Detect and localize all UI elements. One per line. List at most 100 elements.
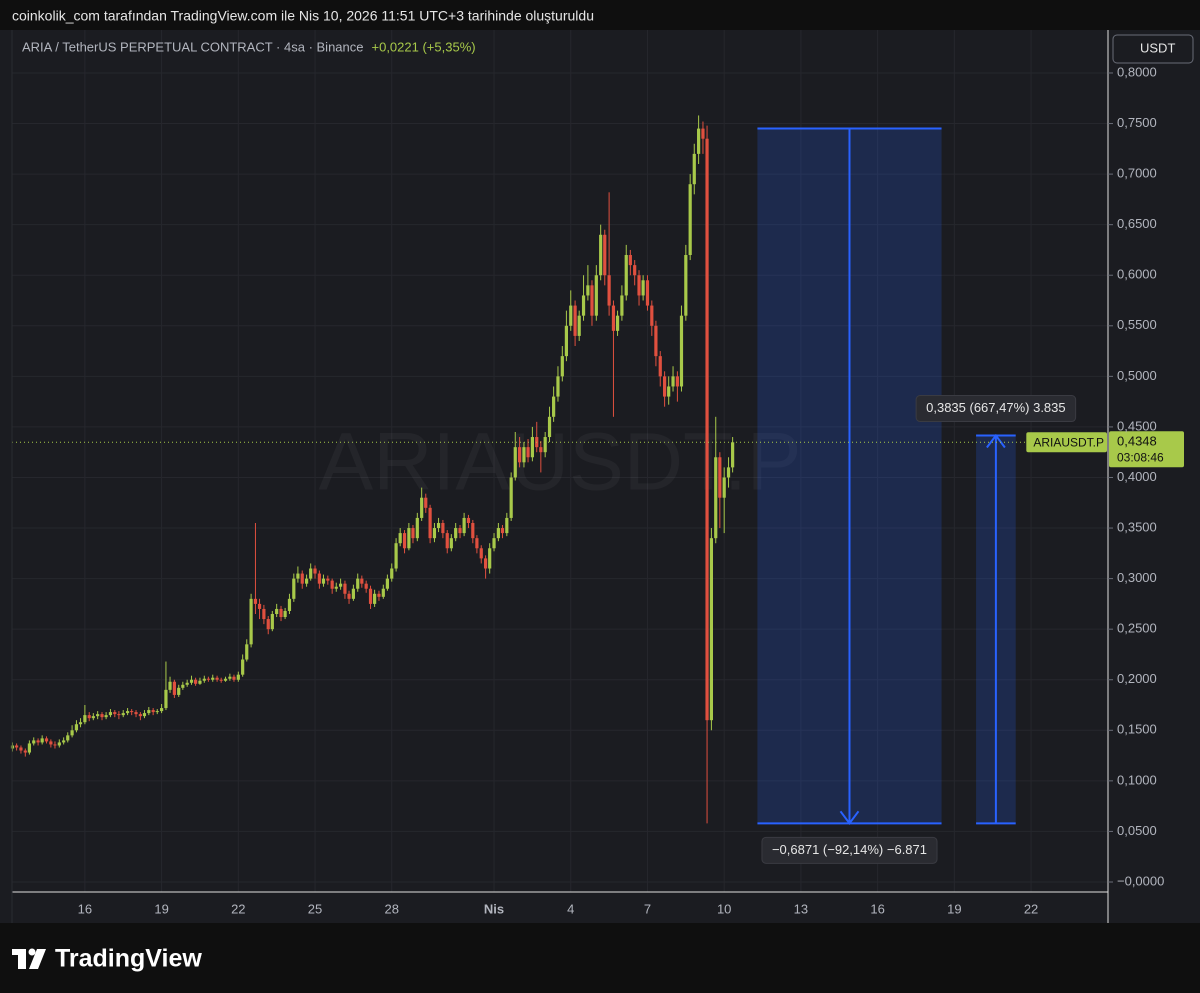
candle-body bbox=[462, 517, 466, 534]
candle-body bbox=[134, 712, 138, 715]
x-tick-label: 22 bbox=[231, 901, 245, 916]
candle-body bbox=[113, 712, 117, 715]
x-tick-label: 19 bbox=[947, 901, 961, 916]
x-tick-label: 22 bbox=[1024, 901, 1038, 916]
candle-body bbox=[249, 598, 253, 645]
candle-body bbox=[321, 578, 326, 584]
candle-body bbox=[100, 714, 104, 718]
candle-body bbox=[688, 184, 692, 256]
candle-body bbox=[262, 608, 266, 620]
candle-body bbox=[91, 716, 95, 719]
candle-body bbox=[292, 578, 296, 599]
candle-body bbox=[74, 724, 79, 731]
watermark: ARIAUSDT.P bbox=[319, 417, 802, 508]
candle-body bbox=[633, 265, 637, 276]
candle-body bbox=[458, 528, 462, 534]
candle-body bbox=[441, 522, 445, 534]
candle-body bbox=[177, 687, 181, 695]
candle-body bbox=[731, 442, 735, 468]
candle-body bbox=[637, 275, 641, 296]
candle-body bbox=[104, 715, 108, 718]
candle-body bbox=[573, 305, 577, 336]
y-tick-label: −0,0000 bbox=[1117, 873, 1164, 888]
currency[interactable]: USDT bbox=[1140, 40, 1175, 55]
candle-body bbox=[130, 711, 134, 713]
x-tick-label: 4 bbox=[567, 901, 574, 916]
candle-body bbox=[253, 598, 258, 604]
y-tick-label: 0,3000 bbox=[1117, 570, 1157, 585]
candle-body bbox=[360, 578, 364, 584]
candle-body bbox=[492, 538, 496, 549]
candle-body bbox=[351, 588, 355, 599]
candle-body bbox=[36, 740, 40, 743]
candle-body bbox=[334, 586, 338, 589]
candle-body bbox=[590, 285, 594, 316]
currency-box[interactable] bbox=[1112, 34, 1194, 64]
candle-body bbox=[108, 712, 113, 716]
candle-body bbox=[287, 598, 292, 611]
candle-body bbox=[692, 153, 696, 185]
y-tick-label: 0,7500 bbox=[1117, 115, 1157, 130]
candle-body bbox=[159, 708, 164, 712]
candle-body bbox=[270, 614, 274, 630]
candle-body bbox=[236, 674, 240, 680]
candle-body bbox=[500, 528, 505, 534]
measures: −0,6871 (−92,14%) −6.871 0,3835 (667,47%)… bbox=[757, 127, 1077, 864]
candle-body bbox=[151, 710, 155, 713]
y-tick-label: 0,6000 bbox=[1117, 267, 1157, 282]
candle-body bbox=[603, 234, 607, 276]
candle-body bbox=[194, 679, 198, 684]
measure-label: 0,3835 (667,47%) 3.835 bbox=[926, 400, 1066, 415]
last-price-label: 0,4348 bbox=[1117, 434, 1157, 449]
candle-body bbox=[479, 548, 483, 559]
measure-label-box bbox=[761, 836, 938, 864]
candle-body bbox=[552, 396, 556, 417]
y-tick-label: 0,3500 bbox=[1117, 519, 1157, 534]
candle-body bbox=[300, 573, 304, 584]
candle-body bbox=[483, 558, 488, 569]
candle-body bbox=[283, 610, 287, 618]
candle-body bbox=[385, 578, 389, 589]
candle-body bbox=[339, 583, 343, 587]
candle-body bbox=[32, 740, 36, 744]
candle-body bbox=[650, 305, 654, 326]
candle-body bbox=[594, 275, 598, 316]
candle-body bbox=[471, 522, 475, 539]
candle-body bbox=[466, 517, 471, 523]
candle-body bbox=[83, 715, 87, 723]
candle-body bbox=[547, 416, 552, 438]
candle-body bbox=[564, 325, 569, 357]
candle-body bbox=[505, 517, 509, 534]
candle-body bbox=[266, 619, 270, 630]
y-tick-label: 0,1500 bbox=[1117, 722, 1157, 737]
tradingview-logo: TradingView bbox=[12, 945, 202, 973]
candle-body bbox=[530, 437, 534, 458]
candle-body bbox=[23, 750, 27, 753]
candle-body bbox=[172, 681, 176, 695]
candle-body bbox=[624, 255, 628, 296]
candle-body bbox=[27, 743, 31, 753]
candle-body bbox=[420, 497, 424, 518]
candle-body bbox=[164, 689, 168, 709]
candle-body bbox=[223, 678, 228, 681]
candle-body bbox=[581, 295, 586, 316]
candle-body bbox=[684, 255, 688, 316]
candle-body bbox=[138, 714, 142, 717]
candle-body bbox=[645, 280, 650, 306]
candle-body bbox=[705, 138, 709, 721]
candle-body bbox=[560, 356, 564, 377]
candle-body bbox=[436, 522, 441, 529]
candle-body bbox=[19, 747, 23, 751]
candle-body bbox=[168, 681, 172, 690]
candle-body bbox=[667, 386, 671, 397]
candle-body bbox=[96, 714, 100, 717]
candle-body bbox=[398, 533, 402, 544]
candle-body bbox=[211, 677, 215, 680]
candle-body bbox=[279, 608, 283, 618]
candle-body bbox=[658, 356, 662, 377]
candle-body bbox=[330, 580, 334, 589]
candle-body bbox=[496, 528, 500, 539]
